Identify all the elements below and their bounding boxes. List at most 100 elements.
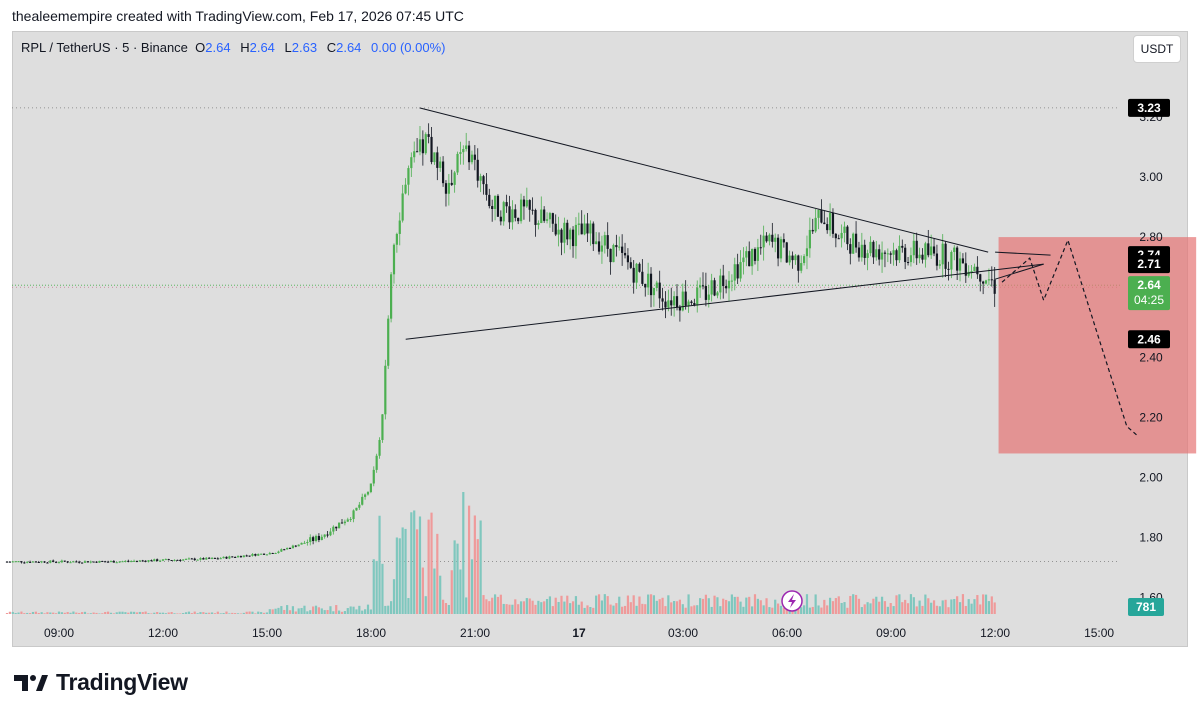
candle-body bbox=[231, 556, 234, 558]
candle-body bbox=[751, 248, 754, 267]
volume-bar bbox=[52, 612, 55, 614]
candle-body bbox=[967, 271, 970, 276]
volume-bar bbox=[340, 611, 344, 614]
candle-body bbox=[621, 246, 624, 253]
triangle-apex-line bbox=[994, 263, 1044, 280]
volume-bar bbox=[514, 599, 517, 614]
volume-bar bbox=[242, 612, 245, 614]
volume-bar bbox=[60, 612, 63, 614]
volume-bar bbox=[254, 613, 257, 614]
volume-bar bbox=[493, 594, 497, 614]
volume-bar bbox=[909, 594, 913, 614]
legend-change: 0.00 (0.00%) bbox=[371, 40, 446, 55]
candles-layer bbox=[5, 123, 996, 564]
candle-body bbox=[124, 560, 127, 562]
volume-bar bbox=[300, 608, 303, 614]
candle-body bbox=[595, 241, 598, 245]
candle-body bbox=[332, 526, 335, 532]
candle-body bbox=[20, 561, 23, 563]
volume-bar bbox=[20, 611, 23, 614]
volume-bar bbox=[621, 606, 624, 614]
candle-body bbox=[75, 561, 78, 563]
volume-bar bbox=[912, 597, 915, 614]
legend-open-label: O bbox=[195, 40, 206, 55]
candle-body bbox=[384, 365, 387, 415]
candle-body bbox=[291, 545, 295, 549]
candle-body bbox=[566, 222, 569, 240]
candle-body bbox=[860, 244, 863, 258]
candle-body bbox=[889, 253, 892, 255]
volume-bar bbox=[421, 567, 424, 614]
candle-body bbox=[205, 557, 208, 560]
candle-body bbox=[260, 553, 263, 555]
volume-bar bbox=[675, 601, 679, 614]
tradingview-logo[interactable]: TradingView bbox=[14, 669, 188, 696]
volume-bar bbox=[753, 594, 757, 614]
candle-body bbox=[771, 234, 774, 242]
candle-body bbox=[361, 496, 364, 505]
volume-bar bbox=[886, 606, 889, 614]
volume-bar bbox=[130, 611, 133, 614]
volume-bar bbox=[447, 604, 450, 614]
y-tick-label: 2.40 bbox=[1139, 350, 1163, 364]
candle-body bbox=[303, 542, 306, 544]
volume-bar bbox=[548, 596, 552, 614]
volume-bar bbox=[46, 612, 49, 614]
candle-body bbox=[684, 291, 687, 306]
volume-bar bbox=[57, 611, 61, 614]
volume-bar bbox=[638, 596, 641, 614]
candle-body bbox=[46, 562, 49, 564]
volume-bar bbox=[286, 605, 289, 614]
candle-body bbox=[710, 280, 713, 295]
candle-body bbox=[701, 285, 705, 287]
volume-bar bbox=[826, 605, 829, 614]
candle-body bbox=[450, 182, 453, 185]
volume-bar bbox=[649, 594, 653, 614]
volume-bar bbox=[878, 601, 881, 614]
volume-bar bbox=[49, 612, 52, 614]
candle-body bbox=[557, 229, 560, 235]
volume-bar bbox=[144, 611, 147, 614]
candle-body bbox=[407, 168, 410, 185]
volume-bar bbox=[930, 602, 933, 614]
volume-bar bbox=[390, 601, 393, 614]
volume-bar bbox=[629, 602, 632, 614]
volume-bar bbox=[595, 595, 598, 614]
candle-body bbox=[805, 248, 809, 257]
volume-bar bbox=[338, 610, 341, 614]
volume-bar bbox=[852, 594, 855, 614]
volume-bar bbox=[205, 612, 208, 614]
price-badge bbox=[1128, 330, 1170, 349]
candle-body bbox=[104, 561, 107, 563]
volume-bar bbox=[577, 604, 580, 614]
volume-bar bbox=[990, 596, 993, 614]
volume-bar bbox=[98, 613, 101, 614]
volume-bar bbox=[569, 603, 572, 614]
candle-body bbox=[456, 153, 459, 173]
candle-body bbox=[222, 556, 225, 559]
candle-body bbox=[883, 252, 887, 254]
volume-bar bbox=[543, 601, 546, 614]
candle-body bbox=[984, 280, 988, 284]
candle-body bbox=[381, 414, 384, 440]
candle-body bbox=[326, 534, 329, 536]
x-tick-label: 18:00 bbox=[356, 626, 386, 640]
x-tick-label: 12:00 bbox=[980, 626, 1010, 640]
candle-body bbox=[831, 212, 835, 234]
candle-body bbox=[355, 507, 358, 511]
candle-body bbox=[479, 176, 482, 181]
currency-button[interactable]: USDT bbox=[1133, 35, 1181, 63]
candle-body bbox=[439, 161, 442, 168]
volume-bar bbox=[479, 520, 482, 614]
candle-body bbox=[395, 233, 398, 245]
candle-body bbox=[583, 223, 586, 235]
volume-bar bbox=[947, 607, 950, 614]
volume-bar bbox=[11, 611, 14, 614]
candle-body bbox=[43, 561, 46, 563]
x-tick-label: 15:00 bbox=[252, 626, 282, 640]
candle-body bbox=[216, 558, 219, 560]
candle-body bbox=[915, 240, 918, 259]
candle-body bbox=[482, 176, 485, 185]
candle-body bbox=[60, 560, 63, 563]
